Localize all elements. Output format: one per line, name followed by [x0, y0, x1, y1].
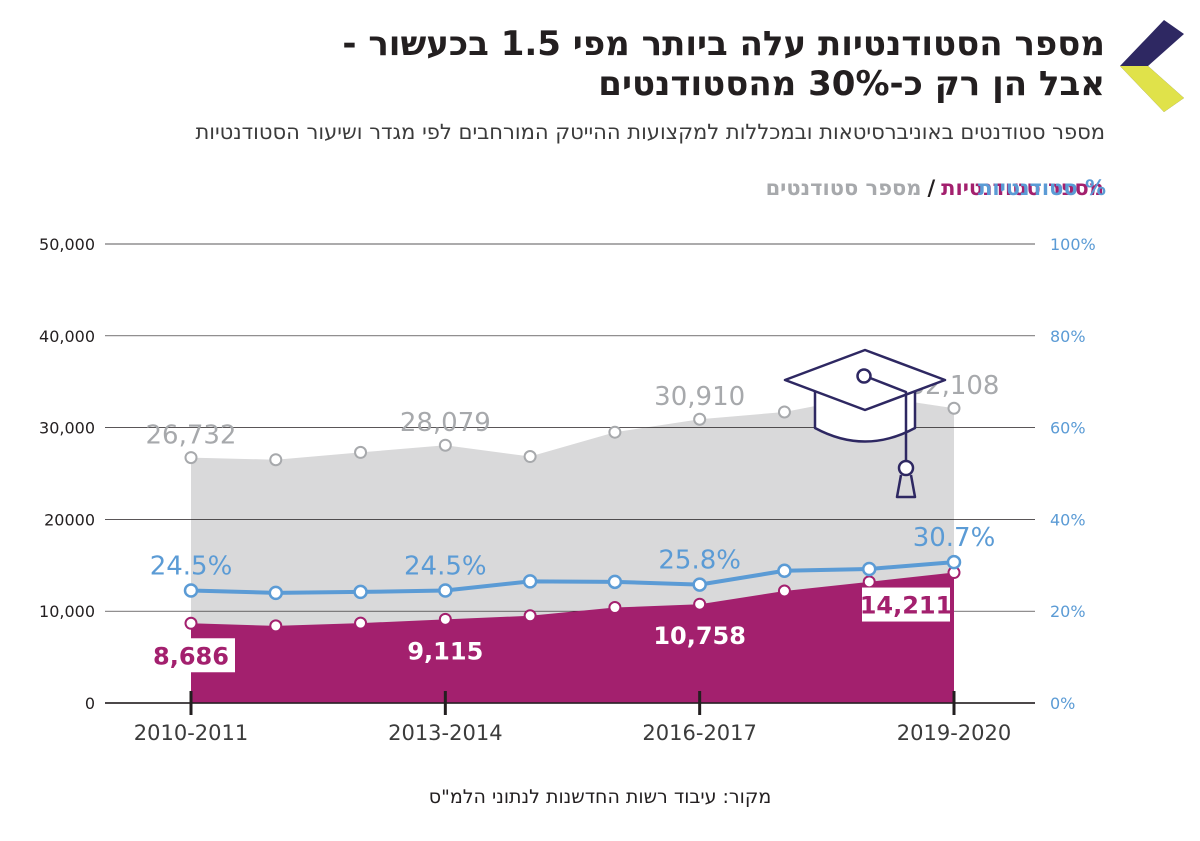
y-left-tick-label: 50,000 — [39, 235, 95, 254]
x-tick-label: 2013-2014 — [388, 721, 502, 745]
logo-yellow-chevron — [1120, 66, 1184, 112]
female-label-box — [147, 638, 235, 673]
share-point — [183, 583, 199, 598]
share-point — [692, 577, 707, 592]
share-point — [777, 563, 792, 579]
legend-separator: / — [927, 176, 936, 200]
total-point — [523, 450, 537, 464]
share-data-label: 25.8% — [658, 546, 741, 576]
total-point — [269, 453, 283, 467]
female-point — [184, 616, 198, 630]
legend-counts: מספר סטודנטיות/מספר סטודנטים — [766, 176, 1104, 200]
y-right-tick-label: 80% — [1050, 327, 1086, 346]
y-right-tick-label: 100% — [1050, 235, 1096, 254]
x-tick-label: 2010-2011 — [134, 721, 248, 745]
chart-subtitle: מספר סטודנטים באוניברסיטאות ובמכללות למק… — [195, 120, 1105, 144]
x-tick-label: 2016-2017 — [642, 721, 756, 745]
source-note: מקור: עיבוד רשות החדשנות לנתוני הלמ"ס — [428, 786, 772, 808]
y-left-tick-label: 10,000 — [39, 602, 95, 621]
total-point — [777, 405, 791, 419]
y-right-tick-label: 0% — [1050, 694, 1075, 713]
female-data-label: 14,211 — [860, 592, 953, 620]
total-point — [438, 438, 452, 452]
female-point — [608, 601, 622, 615]
female-data-label: 9,115 — [407, 637, 483, 665]
total-point — [354, 445, 368, 459]
female-share-line — [190, 560, 955, 595]
share-point — [353, 584, 368, 600]
share-data-label: 30.7% — [913, 523, 996, 553]
legend-total-count: מספר סטודנטים — [765, 176, 922, 200]
female-data-label: 10,758 — [653, 622, 746, 650]
y-left-tick-label: 0 — [85, 694, 95, 713]
legend-female-count: מספר סטודנטיות — [941, 176, 1104, 200]
share-point — [607, 574, 623, 590]
share-point — [268, 585, 284, 601]
y-left-tick-label: 40,000 — [39, 327, 95, 346]
total-data-label: 28,079 — [400, 408, 491, 438]
brand-logo-icon — [1118, 20, 1184, 116]
graduation-cap-icon — [783, 348, 947, 499]
share-point — [438, 583, 453, 598]
female-point — [777, 584, 791, 598]
total-point — [693, 412, 707, 426]
total-point — [608, 425, 622, 439]
share-data-label: 24.5% — [150, 552, 233, 582]
total-data-label: 30,910 — [654, 382, 745, 412]
total-data-label: 26,732 — [146, 421, 237, 451]
female-point — [438, 612, 452, 626]
female-point — [523, 609, 537, 623]
y-right-tick-label: 60% — [1050, 419, 1086, 438]
title-line-2: אבל הן רק כ-30% מהסטודנטים — [598, 64, 1105, 104]
female-label-box — [862, 587, 950, 622]
chart-title: מספר הסטודנטיות עלה ביותר מפי 1.5 בכעשור… — [205, 24, 1105, 104]
female-point — [693, 597, 707, 611]
y-left-tick-label: 30,000 — [39, 419, 95, 438]
female-point — [862, 575, 876, 589]
female-point — [354, 616, 368, 630]
female-students-area — [191, 572, 954, 703]
share-data-label: 24.5% — [404, 552, 487, 582]
total-point — [947, 401, 961, 415]
female-data-label: 8,686 — [153, 642, 229, 670]
legend-female-share: % סטודנטיות — [978, 176, 1106, 200]
share-point — [861, 561, 877, 577]
share-point — [522, 574, 538, 589]
total-point — [184, 451, 198, 465]
female-point — [269, 619, 283, 633]
y-right-tick-label: 20% — [1050, 602, 1086, 621]
x-tick-label: 2019-2020 — [897, 721, 1011, 745]
y-left-tick-label: 20000 — [44, 510, 95, 529]
share-point — [946, 554, 962, 570]
title-line-1: מספר הסטודנטיות עלה ביותר מפי 1.5 בכעשור… — [342, 24, 1105, 64]
y-right-tick-label: 40% — [1050, 510, 1086, 529]
